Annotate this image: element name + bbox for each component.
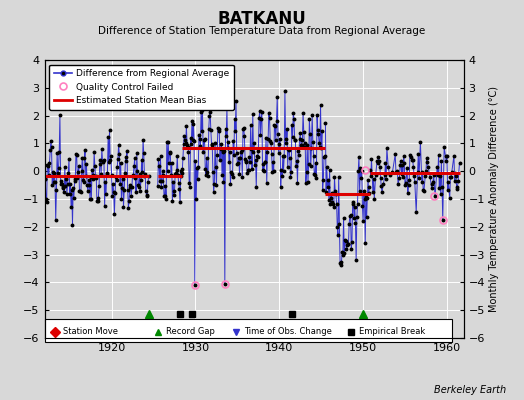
Text: BATKANU: BATKANU xyxy=(217,10,307,28)
Text: Station Move: Station Move xyxy=(63,327,118,336)
Text: Record Gap: Record Gap xyxy=(166,327,215,336)
Text: Berkeley Earth: Berkeley Earth xyxy=(433,385,506,395)
FancyBboxPatch shape xyxy=(46,318,452,342)
Text: Time of Obs. Change: Time of Obs. Change xyxy=(244,327,332,336)
Legend: Difference from Regional Average, Quality Control Failed, Estimated Station Mean: Difference from Regional Average, Qualit… xyxy=(49,64,234,110)
Y-axis label: Monthly Temperature Anomaly Difference (°C): Monthly Temperature Anomaly Difference (… xyxy=(489,86,499,312)
Text: Empirical Break: Empirical Break xyxy=(359,327,425,336)
Text: Difference of Station Temperature Data from Regional Average: Difference of Station Temperature Data f… xyxy=(99,26,425,36)
